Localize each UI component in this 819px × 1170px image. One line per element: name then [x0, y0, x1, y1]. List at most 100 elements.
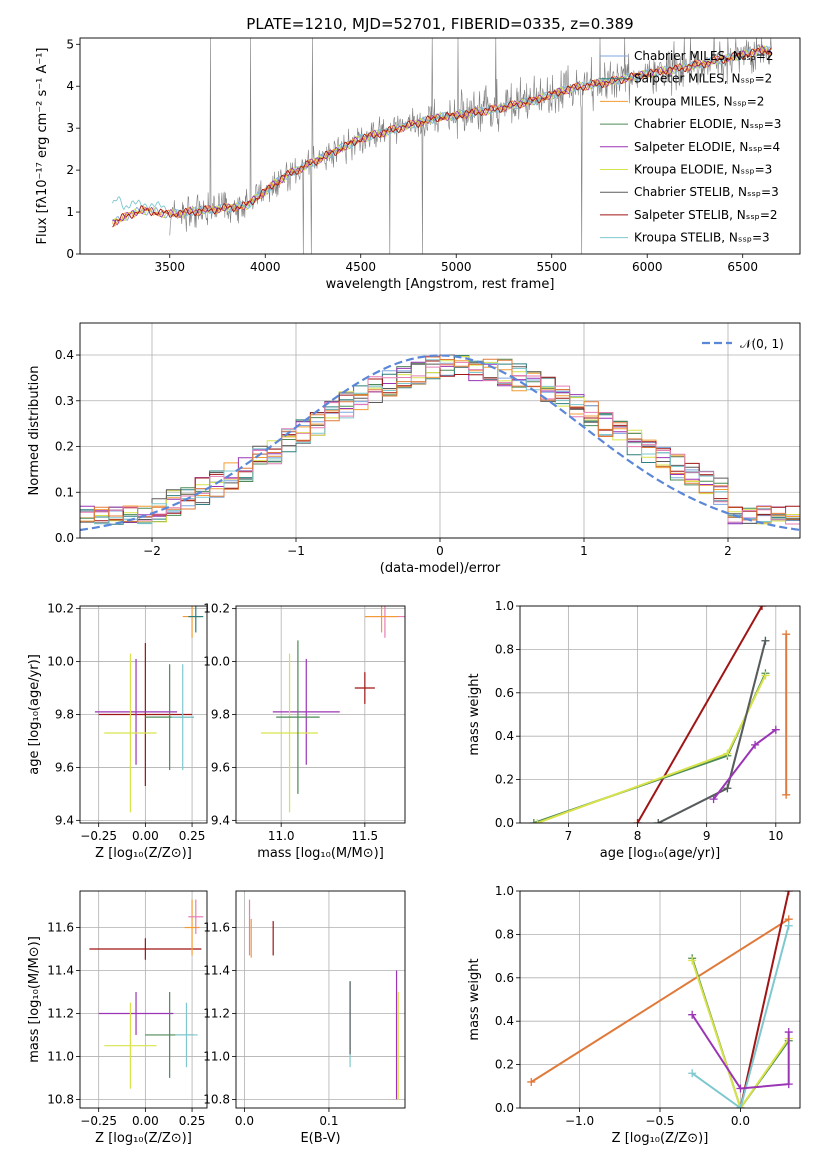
- normal-curve: [80, 354, 800, 532]
- tick-label-y: 11.6: [47, 921, 74, 935]
- axes-frame: [79, 322, 801, 539]
- tick-label-y: 9.4: [211, 813, 230, 827]
- legend-entry: Salpeter ELODIE, Nₛₛₚ=4: [634, 140, 780, 154]
- tick-label-x: 11.5: [351, 829, 378, 843]
- tick-label-y: 9.4: [55, 813, 74, 827]
- plot-area-age_vs_Z: [94, 606, 204, 813]
- tick-label-y: 11.6: [203, 921, 230, 935]
- tick-label-y: 9.6: [55, 760, 74, 774]
- tick-label-x: 0: [436, 544, 444, 558]
- y-axis-label: Flux [fλ10⁻¹⁷ erg cm⁻² s⁻¹ A⁻¹]: [35, 48, 50, 245]
- x-axis-label: mass [log₁₀(M/M⊙)]: [257, 846, 384, 861]
- tick-label-x: 10: [768, 829, 783, 843]
- tick-label-y: 0: [66, 247, 74, 261]
- histogram-extra_orange: [80, 356, 800, 522]
- axes-frame: [235, 890, 406, 1109]
- point-marker: [757, 606, 766, 610]
- tick-label-x: −0.5: [645, 1114, 674, 1128]
- tick-label-y: 9.6: [211, 760, 230, 774]
- tick-label-x: 0.0: [731, 1114, 750, 1128]
- x-axis-label: (data-model)/error: [380, 561, 501, 576]
- tick-label-y: 11.4: [47, 963, 74, 977]
- tick-label-y: 0.0: [495, 816, 514, 830]
- plot-area-mass_vs_Z: [89, 899, 204, 1089]
- point-marker: [736, 1104, 745, 1108]
- model-salpeter_stelib: [112, 47, 772, 228]
- panel-mass_vs_Z: −0.25 0.00 0.25 10.8 11.0 11.2 11.4 11.6 Z [log₁…: [27, 890, 208, 1146]
- tick-label-x: 4000: [250, 260, 281, 274]
- point-marker: [784, 921, 793, 930]
- tick-label-y: 1: [66, 205, 74, 219]
- point-marker: [736, 1084, 745, 1093]
- tick-label-y: 10.2: [203, 602, 230, 616]
- point-marker: [761, 636, 770, 645]
- series-line: [530, 918, 790, 1083]
- tick-label-x: 11.0: [268, 829, 295, 843]
- y-axis-label: mass weight: [467, 673, 482, 755]
- point-marker: [782, 630, 791, 639]
- legend-entry: Chabrier MILES, Nₛₛₚ=2: [634, 49, 774, 63]
- x-axis-label: E(B-V): [300, 1131, 340, 1146]
- tick-label-y: 0.2: [495, 773, 514, 787]
- point-marker: [529, 819, 538, 823]
- tick-label-y: 11.2: [203, 1006, 230, 1020]
- axes-frame: [519, 605, 801, 824]
- tick-label-y: 5: [66, 37, 74, 51]
- panel-age_vs_Z: −0.25 0.00 0.25 9.4 9.6 9.8 10.0 10.2 Z [log₁₀(Z…: [27, 602, 208, 861]
- tick-label-x: 0.1: [319, 1114, 338, 1128]
- point-marker: [688, 1069, 697, 1078]
- point-marker: [688, 956, 697, 965]
- panel-weight_vs_Z: −1.0 −0.5 0.0 0.0 0.2 0.4 0.6 0.8 1.0 Z [log₁₀(Z/…: [467, 884, 801, 1146]
- y-axis-label: mass [log₁₀(M/M⊙)]: [27, 936, 42, 1063]
- series-line: [657, 640, 767, 823]
- plot-area-age_vs_mass: [261, 606, 405, 813]
- tick-label-x: 4500: [345, 260, 376, 274]
- tick-label-y: 10.0: [203, 655, 230, 669]
- tick-label-y: 0.0: [55, 531, 74, 545]
- point-marker: [751, 740, 760, 749]
- point-marker: [654, 819, 663, 823]
- tick-label-y: 9.8: [55, 708, 74, 722]
- tick-label-y: 3: [66, 121, 74, 135]
- x-axis-label: Z [log₁₀(Z/Z⊙)]: [95, 846, 192, 861]
- tick-label-y: 0.3: [55, 394, 74, 408]
- x-axis-label: Z [log₁₀(Z/Z⊙)]: [95, 1131, 192, 1146]
- tick-label-y: 11.0: [203, 1049, 230, 1063]
- legend-entry: Chabrier STELIB, Nₛₛₚ=3: [634, 185, 779, 199]
- tick-label-y: 1.0: [495, 599, 514, 613]
- legend-entry: 𝒩(0, 1): [740, 337, 784, 351]
- tick-label-y: 11.4: [203, 963, 230, 977]
- x-axis-label: Z [log₁₀(Z/Z⊙)]: [612, 1131, 709, 1146]
- histogram-salpeter_stelib: [80, 360, 800, 522]
- tick-label-x: 0.00: [132, 829, 159, 843]
- legend-entry: Chabrier ELODIE, Nₛₛₚ=3: [634, 117, 781, 131]
- tick-label-y: 0.4: [495, 729, 514, 743]
- tick-label-y: 0.1: [55, 485, 74, 499]
- y-axis-label: Normed distribution: [27, 366, 42, 496]
- tick-label-x: 3500: [154, 260, 185, 274]
- tick-label-y: 2: [66, 163, 74, 177]
- point-marker: [784, 891, 793, 895]
- legend-entry: Salpeter MILES, Nₛₛₚ=2: [634, 72, 772, 86]
- tick-label-x: 7: [565, 829, 573, 843]
- panel-mass_vs_ebv: 0.0 0.1 10.8 11.0 11.2 11.4 11.6 E(B-V): [203, 890, 406, 1146]
- tick-label-y: 0.6: [495, 686, 514, 700]
- tick-label-y: 0.2: [55, 440, 74, 454]
- panel-age_vs_mass: 11.0 11.5 9.4 9.6 9.8 10.0 10.2 mass [log₁₀(M/M…: [203, 602, 406, 861]
- point-marker: [784, 1080, 793, 1089]
- series-line: [691, 1014, 790, 1090]
- plot-area-mass_vs_ebv: [248, 899, 399, 1100]
- axes-frame: [235, 605, 406, 824]
- plot-area-weight_vs_age: [529, 606, 791, 823]
- panel-residuals: −2 −1 0 1 2 0.0 0.1 0.2 0.3 0.4 (data-model)/error…: [27, 322, 801, 576]
- series-line: [636, 606, 763, 823]
- figure-title: PLATE=1210, MJD=52701, FIBERID=0335, z=0…: [246, 15, 633, 33]
- x-axis-label: wavelength [Angstrom, rest frame]: [326, 277, 555, 292]
- tick-label-x: 0.25: [179, 1114, 206, 1128]
- tick-label-x: −2: [143, 544, 161, 558]
- tick-label-y: 0.4: [55, 348, 74, 362]
- tick-label-y: 10.2: [47, 602, 74, 616]
- axes-frame: [79, 605, 208, 824]
- plot-area-residuals: [80, 354, 800, 532]
